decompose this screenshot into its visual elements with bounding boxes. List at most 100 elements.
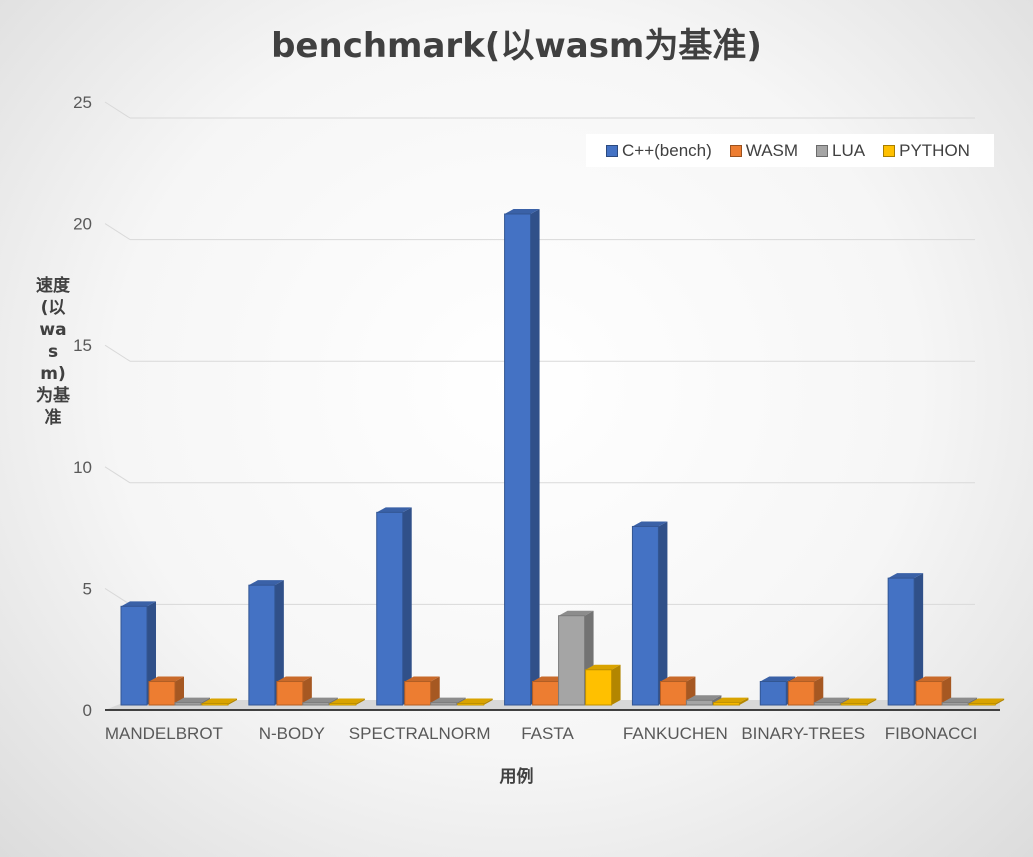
bar-top xyxy=(558,610,594,616)
legend-swatch-cpp xyxy=(606,144,618,157)
bar-top xyxy=(248,580,284,586)
bar-python-fibonacci xyxy=(968,703,996,706)
bar-side xyxy=(995,698,1005,705)
bar-side xyxy=(658,521,668,705)
chart-title: benchmark(以wasm为基准) xyxy=(271,26,762,66)
bar-side xyxy=(175,676,184,705)
bar-wasm-mandelbrot xyxy=(148,681,176,706)
bar-lua-binary-trees xyxy=(813,702,841,706)
bar-top xyxy=(788,676,824,682)
bar-top xyxy=(504,208,540,214)
bar-side xyxy=(739,697,749,705)
x-tick-label: FASTA xyxy=(521,724,574,743)
bar-wasm-fankuchen xyxy=(659,681,687,706)
bar-top xyxy=(814,697,850,703)
bar-top xyxy=(457,698,493,704)
bar-top xyxy=(942,697,978,703)
bar-top xyxy=(888,573,924,579)
x-tick-label: N-BODY xyxy=(259,724,325,743)
y-axis-title: 速度(以wasm)为基准 xyxy=(36,276,70,428)
y-tick-label: 0 xyxy=(83,701,92,720)
bar-top xyxy=(841,698,877,704)
bar-top xyxy=(969,698,1005,704)
x-tick-label: MANDELBROT xyxy=(105,724,223,743)
legend-label-wasm: WASM xyxy=(745,140,799,160)
legend-label-python: PYTHON xyxy=(899,140,970,160)
bar-top xyxy=(686,695,722,701)
y-tick-label: 10 xyxy=(73,458,92,477)
bar-side xyxy=(530,208,540,706)
bar-wasm-fibonacci xyxy=(915,681,943,706)
bar-top xyxy=(376,507,412,513)
bar-side xyxy=(355,698,365,705)
bar-python-mandelbrot xyxy=(201,703,229,706)
legend: C++(bench) WASM LUA PYTHON xyxy=(586,134,994,167)
bar-cbench-n-body xyxy=(248,584,276,706)
bar-top xyxy=(329,698,365,704)
legend-item-cpp: C++(bench) xyxy=(606,141,712,161)
bar-top xyxy=(713,697,749,703)
bar-top xyxy=(430,697,466,703)
gridline-diag xyxy=(104,344,131,362)
bar-lua-fibonacci xyxy=(941,702,969,706)
bar-side xyxy=(302,676,312,705)
bar-python-fasta xyxy=(585,669,613,706)
bar-top xyxy=(632,521,668,527)
bar-cbench-fibonacci xyxy=(887,577,915,706)
bar-top xyxy=(121,601,156,607)
y-tick-label: 25 xyxy=(73,93,92,112)
legend-item-wasm: WASM xyxy=(729,140,799,161)
gridline-diag xyxy=(104,223,131,241)
bar-cbench-binary-trees xyxy=(759,681,787,706)
bar-side xyxy=(430,676,440,705)
legend-label-cpp: C++(bench) xyxy=(622,140,712,160)
y-tick-label: 15 xyxy=(73,336,92,355)
x-axis-title: 用例 xyxy=(499,767,534,787)
legend-item-python: PYTHON xyxy=(883,141,970,161)
legend-swatch-lua xyxy=(816,144,829,157)
legend-swatch-python xyxy=(883,144,896,157)
bar-side xyxy=(483,698,493,705)
bar-lua-n-body xyxy=(302,702,330,706)
bar-side xyxy=(228,698,237,705)
bar-side xyxy=(867,698,877,705)
bar-top xyxy=(760,676,796,682)
bar-side xyxy=(814,676,824,705)
bar-cbench-spectralnorm xyxy=(376,511,404,706)
bar-python-binary-trees xyxy=(840,703,868,706)
bar-python-n-body xyxy=(329,703,357,706)
bar-top xyxy=(916,676,952,682)
legend-swatch-wasm xyxy=(729,144,742,157)
bar-top xyxy=(302,697,338,703)
bar-lua-mandelbrot xyxy=(174,702,202,706)
bar-top xyxy=(660,676,696,682)
bar-lua-fankuchen xyxy=(685,699,713,706)
bar-lua-fasta xyxy=(558,615,586,706)
gridline-diag xyxy=(104,587,131,605)
bar-side xyxy=(942,676,952,705)
x-tick-label: SPECTRALNORM xyxy=(349,724,491,743)
bar-cbench-fasta xyxy=(504,213,532,706)
gridline-diag xyxy=(104,101,131,119)
bar-wasm-binary-trees xyxy=(787,681,815,706)
legend-item-lua: LUA xyxy=(816,141,865,161)
bar-top xyxy=(202,698,237,704)
y-tick-label: 20 xyxy=(73,215,92,234)
bar-top xyxy=(149,676,184,682)
x-tick-label: FANKUCHEN xyxy=(623,724,728,743)
y-tick-label: 5 xyxy=(83,579,92,598)
bar-wasm-fasta xyxy=(532,681,560,706)
bar-cbench-mandelbrot xyxy=(120,605,148,706)
gridline-diag xyxy=(104,466,131,484)
legend-label-lua: LUA xyxy=(832,140,866,160)
bar-python-fankuchen xyxy=(712,702,740,706)
bar-side xyxy=(274,580,284,705)
bar-python-spectralnorm xyxy=(457,703,485,706)
bar-side xyxy=(402,507,412,705)
bar-top xyxy=(585,664,621,670)
bar-wasm-spectralnorm xyxy=(404,681,432,706)
bar-lua-spectralnorm xyxy=(430,702,458,706)
bar-side xyxy=(914,573,924,705)
